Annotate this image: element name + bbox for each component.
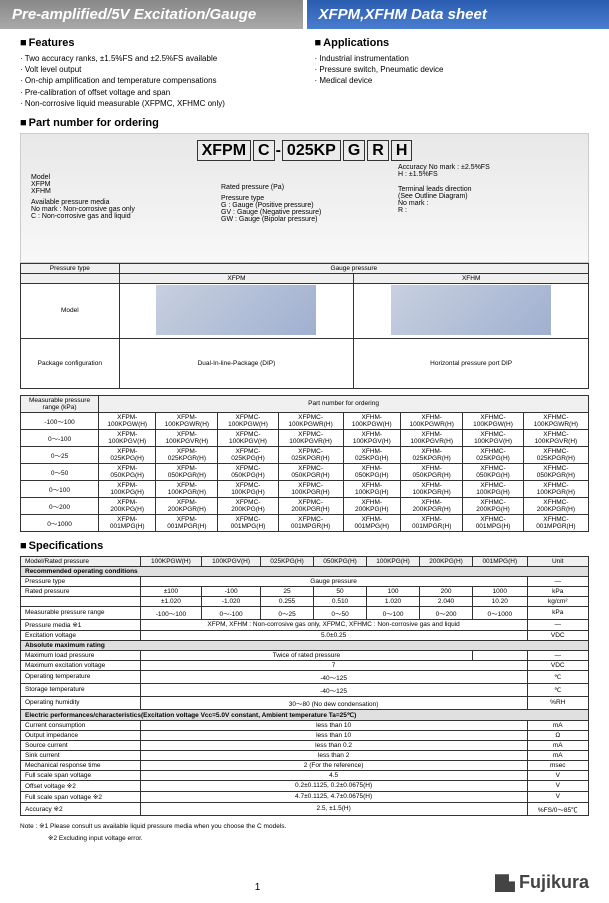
diagram-mid-labels: Rated pressure (Pa) Pressure type G : Ga… (221, 184, 411, 223)
note-2: ※2 Excluding input voltage error. (20, 834, 589, 842)
page-number: 1 (255, 882, 261, 893)
spec-row: Operating humidity30～80 (No dew condensa… (21, 696, 589, 709)
part-number-diagram: XFPMC-025KPGRH Model XFPM XFHM Available… (20, 133, 589, 263)
spec-row: Source currentless than 0.2mA (21, 740, 589, 750)
logo-icon (495, 874, 515, 892)
spec-row: Storage temperature-40～125℃ (21, 683, 589, 696)
application-item: Pressure switch, Pneumatic device (315, 64, 590, 75)
spec-row: Output impedanceless than 10Ω (21, 730, 589, 740)
features-title: Features (20, 37, 295, 49)
header-right: XFPM,XFHM Data sheet (307, 0, 609, 29)
diagram-left-labels: Model XFPM XFHM Available pressure media… (31, 174, 211, 220)
application-item: Medical device (315, 75, 590, 86)
features-list: Two accuracy ranks, ±1.5%FS and ±2.5%FS … (20, 53, 295, 109)
xfpm-image (119, 283, 354, 338)
application-item: Industrial instrumentation (315, 53, 590, 64)
pn-row: 0～100XFPM-100KPG(H)XFPM-100KPGR(H)XFPMC-… (21, 480, 589, 497)
pn-row: -100～100XFPM-100KPGW(H)XFPM-100KPGWR(H)X… (21, 412, 589, 429)
spec-row: Maximum load pressureTwice of rated pres… (21, 650, 589, 660)
part-number-table: Measurable pressure range (kPa)Part numb… (20, 395, 589, 532)
applications-title: Applications (315, 37, 590, 49)
spec-row: Full scale span voltage ※24.7±0.1125, 4.… (21, 791, 589, 802)
diagram-right-labels: Accuracy No mark : ±2.5%FS H : ±1.5%FS T… (398, 164, 578, 214)
spec-row: Mechanical response time2 (For the refer… (21, 760, 589, 770)
spec-row: Accuracy ※22.5, ±1.5(H)%FS/0～85℃ (21, 802, 589, 815)
spec-row: Operating temperature-40～125℃ (21, 670, 589, 683)
feature-item: Two accuracy ranks, ±1.5%FS and ±2.5%FS … (20, 53, 295, 64)
content: Features Two accuracy ranks, ±1.5%FS and… (0, 37, 609, 862)
feature-item: Volt level output (20, 64, 295, 75)
pn-row: 0～50XFPM-050KPG(H)XFPM-050KPGR(H)XFPMC-0… (21, 463, 589, 480)
spec-row: Full scale span voltage4.5V (21, 770, 589, 780)
feature-item: On-chip amplification and temperature co… (20, 75, 295, 86)
pn-row: 0～1000XFPM-001MPG(H)XFPM-001MPGR(H)XFPMC… (21, 514, 589, 531)
spec-row: Rated pressure±100-10025501002001000kPa (21, 586, 589, 596)
feature-item: Pre-calibration of offset voltage and sp… (20, 87, 295, 98)
spec-row: Offset voltage ※20.2±0.1125, 0.2±0.0675(… (21, 780, 589, 791)
spec-row: Current consumptionless than 10mA (21, 720, 589, 730)
part-number-example: XFPMC-025KPGRH (29, 142, 580, 160)
pn-row: 0～25XFPM-025KPG(H)XFPM-025KPGR(H)XFPMC-0… (21, 446, 589, 463)
spec-row: Excitation voltage5.0±0.25VDC (21, 630, 589, 640)
pn-row: 0～-100XFPM-100KPGV(H)XFPM-100KPGVR(H)XFP… (21, 429, 589, 446)
applications-list: Industrial instrumentationPressure switc… (315, 53, 590, 87)
spec-row: Pressure typeGauge pressure— (21, 576, 589, 586)
pn-row: 0～200XFPM-200KPG(H)XFPM-200KPGR(H)XFPMC-… (21, 497, 589, 514)
specifications-title: Specifications (20, 540, 589, 552)
spec-row: Pressure media ※1XFPM, XFHM : Non-corros… (21, 619, 589, 630)
logo: Fujikura (495, 872, 589, 893)
footer: 1 Fujikura (0, 872, 609, 903)
spec-row: Sink currentless than 2mA (21, 750, 589, 760)
header-left: Pre-amplified/5V Excitation/Gauge (0, 0, 303, 29)
spec-row: ±1.020-1.0200.2550.5101.0202.04010.20kg/… (21, 596, 589, 606)
model-table: Pressure typeGauge pressure XFPMXFHM Mod… (20, 263, 589, 389)
note-1: Note : ※1 Please consult us available li… (20, 822, 589, 830)
spec-row: Measurable pressure range-100～1000～-1000… (21, 606, 589, 619)
part-ordering-title: Part number for ordering (20, 117, 589, 129)
spec-row: Maximum excitation voltage7VDC (21, 660, 589, 670)
header: Pre-amplified/5V Excitation/Gauge XFPM,X… (0, 0, 609, 29)
xfhm-image (354, 283, 589, 338)
feature-item: Non-corrosive liquid measurable (XFPMC, … (20, 98, 295, 109)
specifications-table: Model/Rated pressure100KPGW(H)100KPGV(H)… (20, 556, 589, 816)
